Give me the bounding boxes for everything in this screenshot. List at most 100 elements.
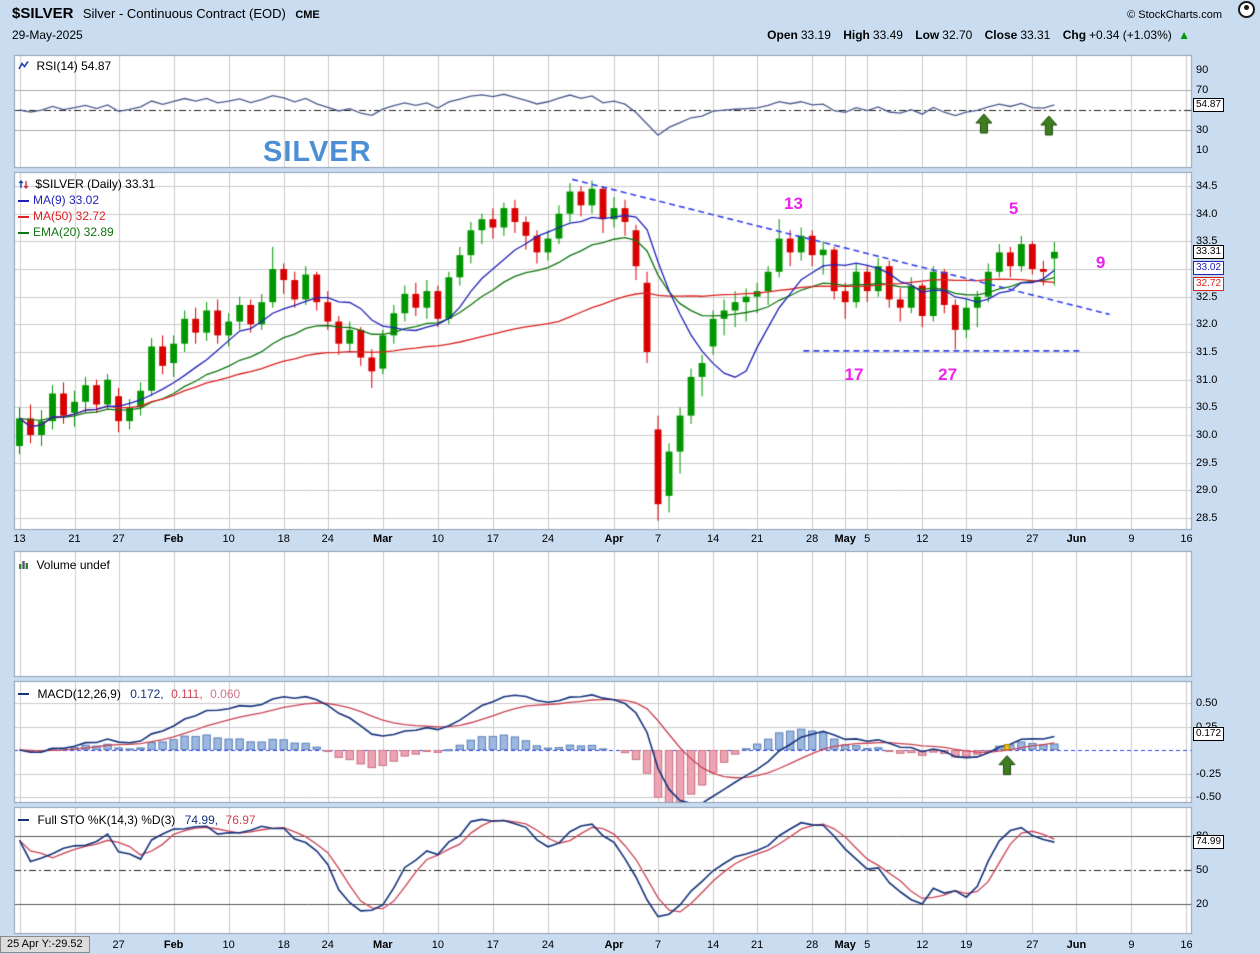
ma50-legend-row: MA(50) 32.72 bbox=[18, 208, 155, 224]
ema20-line-swatch-icon bbox=[18, 231, 29, 234]
symbol-label: $SILVER bbox=[12, 5, 74, 22]
quote-line: Open 33.19 High 33.49 Low 32.70 Close 33.31 … bbox=[767, 28, 1190, 42]
sto-legend: Full STO %K(14,3) %D(3) 74.99, 76.97 bbox=[18, 811, 256, 829]
crosshair-readout: 25 Apr Y:-29.52 bbox=[0, 936, 90, 953]
x-axis-tick-label: 7 bbox=[654, 533, 662, 545]
macd-value-3: 0.060 bbox=[210, 687, 241, 701]
price-y-tick-label: 33.5 bbox=[1196, 235, 1218, 248]
x-axis-tick-label: Feb bbox=[163, 939, 184, 951]
x-axis-tick-label: May bbox=[834, 533, 856, 545]
low-label: Low bbox=[915, 28, 940, 42]
x-axis-tick-label: 14 bbox=[706, 533, 720, 545]
macd-line-swatch-icon bbox=[18, 692, 29, 695]
cycle-count-annotation: 9 bbox=[1095, 253, 1106, 273]
x-axis-tick-label: May bbox=[834, 939, 856, 951]
high-label: High bbox=[843, 28, 870, 42]
x-axis-tick-label: 10 bbox=[431, 939, 444, 951]
x-axis-tick-label: 27 bbox=[1026, 939, 1039, 951]
x-axis-tick-label: 21 bbox=[68, 533, 81, 545]
ema20-legend: EMA(20) 32.89 bbox=[33, 225, 114, 239]
sto-legend-label: Full STO %K(14,3) %D(3) bbox=[37, 813, 176, 827]
x-axis-tick-label: 16 bbox=[1180, 533, 1193, 545]
price-legend-main-row: $SILVER (Daily) 33.31 bbox=[18, 176, 155, 192]
chart-date: 29-May-2025 bbox=[12, 28, 83, 42]
x-axis-tick-label: Jun bbox=[1066, 533, 1087, 545]
macd-legend: MACD(12,26,9) 0.172, 0.111, 0.060 bbox=[18, 685, 240, 703]
x-axis-tick-label: 17 bbox=[486, 939, 500, 951]
x-axis-tick-label: 21 bbox=[751, 533, 764, 545]
price-y-tick-label: 29.5 bbox=[1196, 456, 1218, 469]
sto-y-tick-label: 20 bbox=[1196, 897, 1209, 910]
chart-header: $SILVER Silver - Continuous Contract (EO… bbox=[12, 5, 320, 23]
volume-indicator-icon bbox=[19, 561, 28, 570]
x-axis-tick-label: 24 bbox=[541, 939, 555, 951]
chg-up-arrow-icon: ▲ bbox=[1178, 28, 1190, 42]
x-axis-tick-label: 13 bbox=[13, 533, 26, 545]
cycle-count-annotation: 17 bbox=[844, 365, 864, 385]
rsi-value-box: 54.87 bbox=[1193, 98, 1225, 113]
rsi-y-tick-label: 70 bbox=[1196, 84, 1209, 96]
sto-line-swatch-icon bbox=[18, 818, 29, 821]
x-axis-tick-label: 28 bbox=[806, 939, 819, 951]
corner-widget-icon[interactable] bbox=[1238, 1, 1255, 18]
high-value: 33.49 bbox=[872, 28, 903, 42]
x-axis-tick-label: 5 bbox=[864, 939, 871, 951]
x-axis-tick-label: 27 bbox=[112, 939, 125, 951]
x-axis-tick-label: Mar bbox=[373, 533, 393, 545]
price-y-tick-label: 29.0 bbox=[1196, 484, 1218, 497]
rsi-y-tick-label: 10 bbox=[1196, 144, 1209, 156]
x-axis-tick-label: 18 bbox=[277, 939, 290, 951]
x-axis-tick-label: 18 bbox=[277, 533, 290, 545]
copyright-label: © StockCharts.com bbox=[1127, 9, 1222, 21]
macd-y-tick-label: -0.25 bbox=[1196, 767, 1222, 780]
price-y-tick-label: 31.5 bbox=[1196, 345, 1218, 358]
cycle-count-annotation: 5 bbox=[1008, 199, 1019, 219]
volume-legend: Volume undef bbox=[18, 556, 110, 574]
x-axis-tick-label: 14 bbox=[706, 939, 720, 951]
price-y-tick-label: 28.5 bbox=[1196, 511, 1218, 524]
x-axis-tick-label: 16 bbox=[1180, 939, 1193, 951]
macd-value-1: 0.172, bbox=[130, 687, 164, 701]
x-axis-tick-label: 27 bbox=[112, 533, 125, 545]
x-axis-tick-label: 24 bbox=[321, 939, 334, 951]
x-axis-tick-label: 10 bbox=[222, 939, 235, 951]
sto-y-tick-label: 50 bbox=[1196, 864, 1209, 876]
x-axis-tick-label: Jun bbox=[1066, 939, 1087, 951]
rsi-indicator-icon bbox=[18, 61, 29, 70]
x-axis-tick-label: 19 bbox=[960, 939, 973, 951]
price-y-tick-label: 34.0 bbox=[1196, 207, 1218, 220]
price-y-tick-label: 31.0 bbox=[1196, 373, 1218, 386]
price-value-box: 33.02 bbox=[1193, 260, 1225, 275]
macd-value-2: 0.111, bbox=[171, 687, 203, 701]
close-value: 33.31 bbox=[1020, 28, 1051, 42]
exchange-label: CME bbox=[295, 9, 320, 21]
sto-value-2: 76.97 bbox=[225, 813, 256, 827]
price-y-tick-label: 30.0 bbox=[1196, 428, 1218, 441]
price-legend: $SILVER (Daily) 33.31 MA(9) 33.02 MA(50)… bbox=[18, 176, 155, 240]
sto-value-box: 74.99 bbox=[1193, 835, 1225, 850]
price-y-tick-label: 32.0 bbox=[1196, 318, 1218, 331]
macd-legend-label: MACD(12,26,9) bbox=[37, 687, 121, 701]
rsi-legend-label: RSI(14) 54.87 bbox=[36, 59, 112, 73]
ma9-legend: MA(9) 33.02 bbox=[33, 193, 100, 207]
x-axis-tick-label: 10 bbox=[431, 533, 444, 545]
close-label: Close bbox=[984, 28, 1018, 42]
rsi-legend: RSI(14) 54.87 bbox=[18, 57, 111, 75]
x-axis-tick-label: Apr bbox=[604, 533, 624, 545]
x-axis-tick-label: Mar bbox=[373, 939, 393, 951]
chg-value: +0.34 (+1.03%) bbox=[1089, 28, 1172, 42]
x-axis-tick-label: Feb bbox=[163, 533, 184, 545]
macd-y-tick-label: 0.50 bbox=[1196, 697, 1218, 709]
cycle-count-annotation: 27 bbox=[938, 365, 958, 385]
open-value: 33.19 bbox=[800, 28, 831, 42]
x-axis-tick-label: 27 bbox=[1026, 533, 1039, 545]
volume-legend-label: Volume undef bbox=[36, 558, 110, 572]
x-axis-tick-label: 12 bbox=[916, 533, 929, 545]
rsi-y-tick-label: 30 bbox=[1196, 124, 1209, 136]
x-axis-tick-label: 21 bbox=[751, 939, 764, 951]
macd-value-box: 0.172 bbox=[1193, 726, 1225, 741]
symbol-description: Silver - Continuous Contract (EOD) bbox=[82, 6, 286, 21]
cycle-count-annotation: 13 bbox=[783, 193, 803, 213]
